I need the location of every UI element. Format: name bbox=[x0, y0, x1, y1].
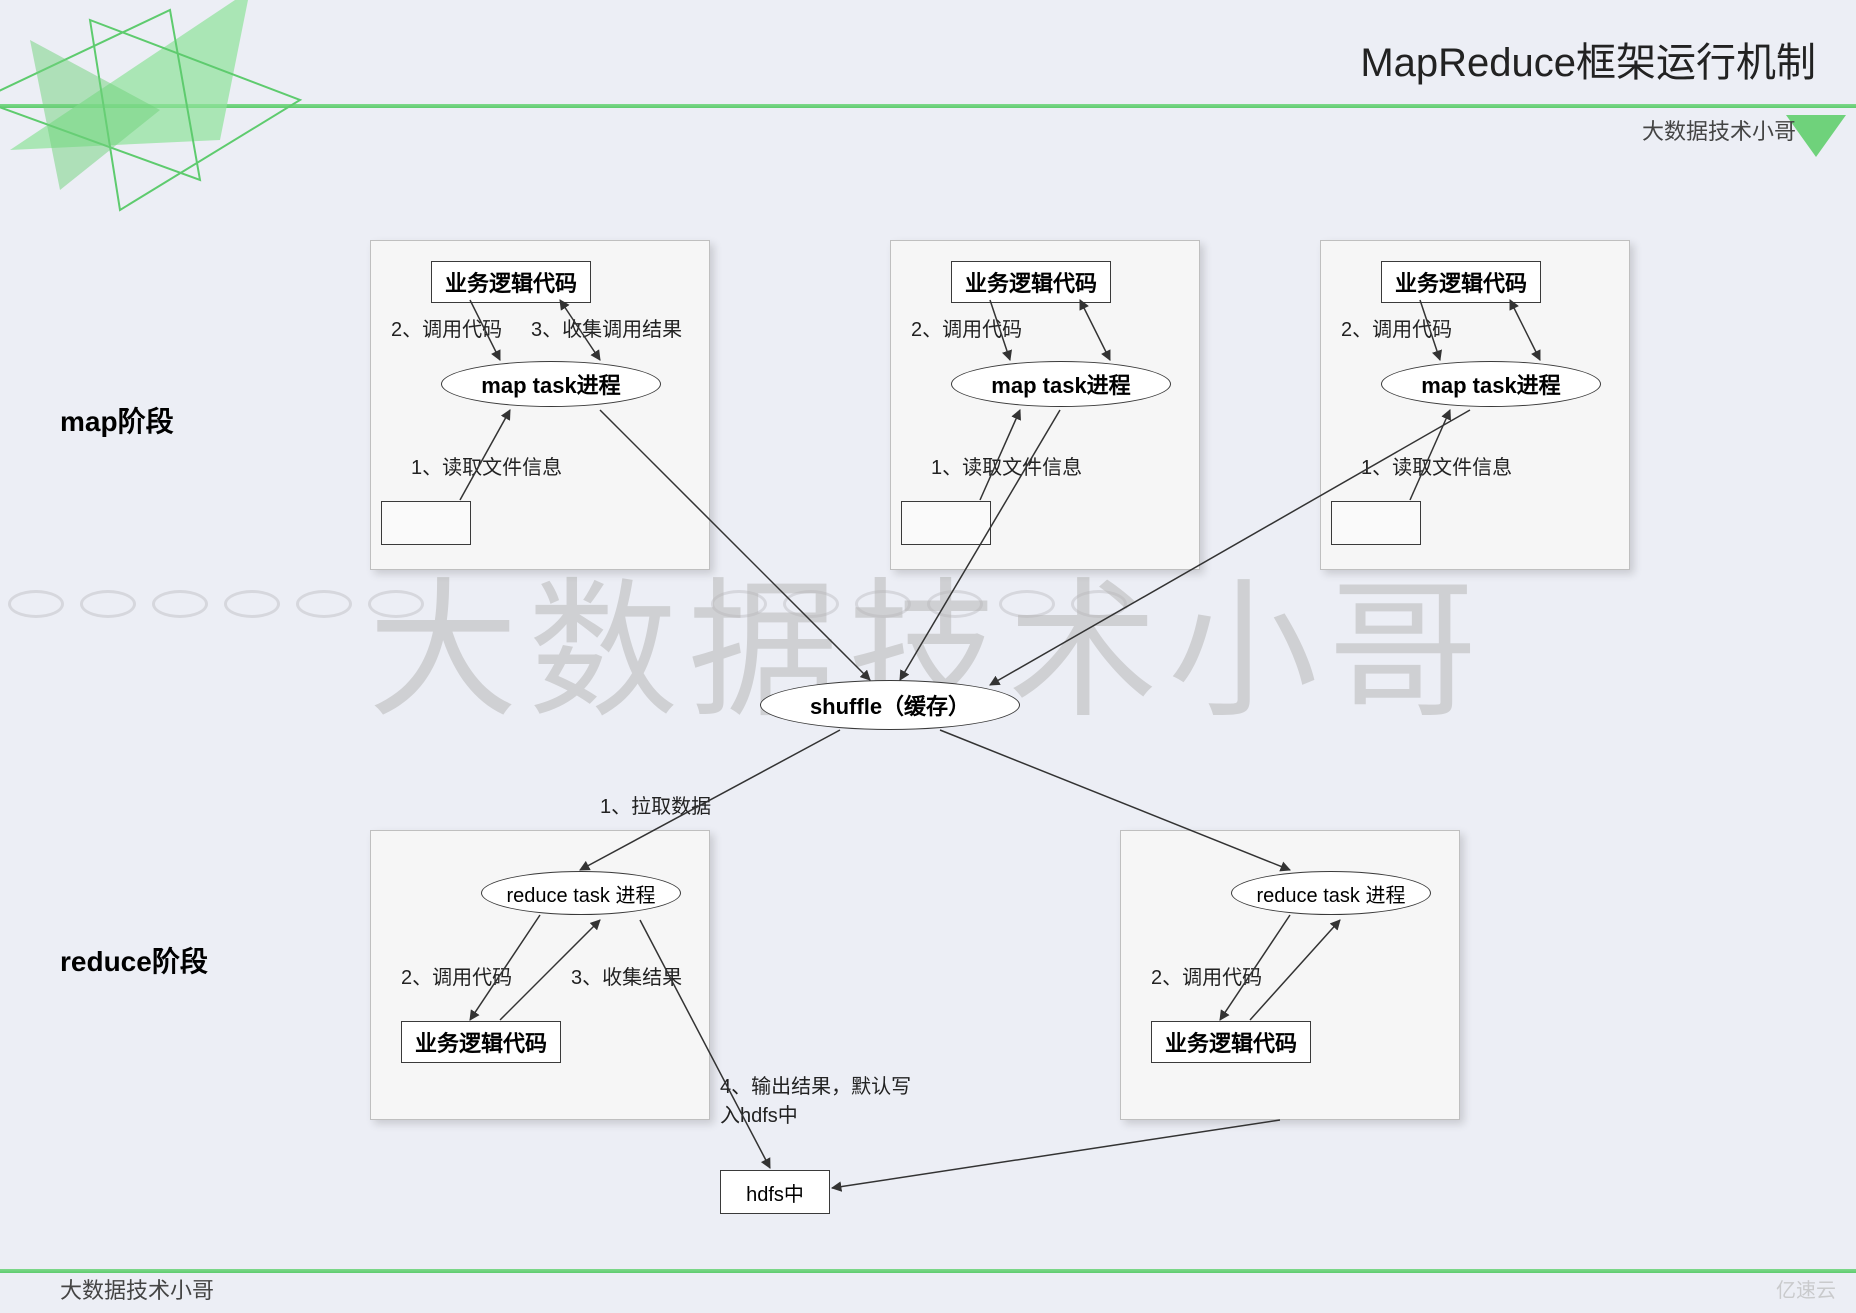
file-box bbox=[1331, 501, 1421, 545]
caption-step1: 1、读取文件信息 bbox=[931, 451, 1082, 480]
file-box bbox=[381, 501, 471, 545]
caption-output: 4、输出结果，默认写 入hdfs中 bbox=[720, 1070, 911, 1128]
caption-step3: 3、收集调用结果 bbox=[531, 313, 682, 342]
map-panel-1: 业务逻辑代码 2、调用代码 3、收集调用结果 map task进程 1、读取文件… bbox=[370, 240, 710, 570]
reduce-panel-1: reduce task 进程 2、调用代码 3、收集结果 业务逻辑代码 bbox=[370, 830, 710, 1120]
caption-pull: 1、拉取数据 bbox=[600, 790, 711, 819]
logic-code-box: 业务逻辑代码 bbox=[1381, 261, 1541, 303]
diagram-canvas: 业务逻辑代码 2、调用代码 3、收集调用结果 map task进程 1、读取文件… bbox=[0, 0, 1856, 1313]
logic-code-box: 业务逻辑代码 bbox=[401, 1021, 561, 1063]
reduce-task-oval: reduce task 进程 bbox=[481, 871, 681, 915]
caption-step2: 2、调用代码 bbox=[401, 961, 512, 990]
map-task-oval: map task进程 bbox=[441, 361, 661, 407]
hdfs-box: hdfs中 bbox=[720, 1170, 830, 1214]
reduce-task-oval: reduce task 进程 bbox=[1231, 871, 1431, 915]
caption-step3: 3、收集结果 bbox=[571, 961, 682, 990]
caption-step1: 1、读取文件信息 bbox=[1361, 451, 1512, 480]
edges-layer bbox=[0, 0, 1856, 1313]
caption-step1: 1、读取文件信息 bbox=[411, 451, 562, 480]
caption-step2: 2、调用代码 bbox=[391, 313, 502, 342]
caption-step2: 2、调用代码 bbox=[1341, 313, 1452, 342]
map-panel-3: 业务逻辑代码 2、调用代码 map task进程 1、读取文件信息 bbox=[1320, 240, 1630, 570]
logic-code-box: 业务逻辑代码 bbox=[1151, 1021, 1311, 1063]
shuffle-oval: shuffle（缓存） bbox=[760, 680, 1020, 730]
map-task-oval: map task进程 bbox=[1381, 361, 1601, 407]
logic-code-box: 业务逻辑代码 bbox=[951, 261, 1111, 303]
file-box bbox=[901, 501, 991, 545]
caption-step2: 2、调用代码 bbox=[1151, 961, 1262, 990]
map-task-oval: map task进程 bbox=[951, 361, 1171, 407]
map-panel-2: 业务逻辑代码 2、调用代码 map task进程 1、读取文件信息 bbox=[890, 240, 1200, 570]
reduce-panel-2: reduce task 进程 2、调用代码 业务逻辑代码 bbox=[1120, 830, 1460, 1120]
caption-step2: 2、调用代码 bbox=[911, 313, 1022, 342]
logic-code-box: 业务逻辑代码 bbox=[431, 261, 591, 303]
